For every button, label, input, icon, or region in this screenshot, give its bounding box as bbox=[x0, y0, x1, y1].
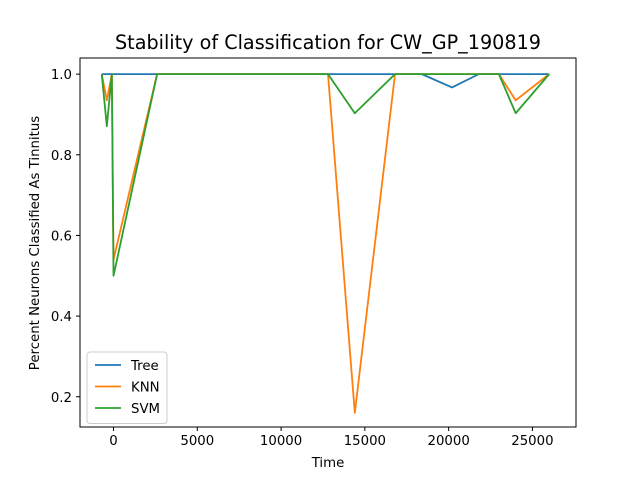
y-tick-label: 1.0 bbox=[51, 68, 72, 83]
x-tick-label: 25000 bbox=[511, 434, 553, 449]
x-tick-label: 20000 bbox=[427, 434, 469, 449]
y-axis-label: Percent Neurons Classified As Tinnitus bbox=[28, 116, 43, 370]
axes-frame bbox=[79, 57, 577, 428]
x-tick-label: 15000 bbox=[344, 434, 386, 449]
x-tick-label: 10000 bbox=[260, 434, 302, 449]
y-tick-label: 0.8 bbox=[51, 149, 72, 164]
legend: Tree KNN SVM bbox=[86, 351, 168, 424]
y-tick-label: 0.2 bbox=[51, 391, 72, 406]
y-tick-label: 0.4 bbox=[51, 310, 72, 325]
x-tick-label: 5000 bbox=[180, 434, 214, 449]
x-axis-label: Time bbox=[311, 456, 345, 471]
legend-box bbox=[86, 351, 168, 424]
plot-area bbox=[100, 73, 550, 414]
legend-label-knn: KNN bbox=[131, 381, 160, 396]
legend-label-svm: SVM bbox=[131, 402, 160, 417]
x-tick-label: 0 bbox=[109, 434, 117, 449]
legend-label-tree: Tree bbox=[130, 359, 159, 374]
chart-title: Stability of Classification for CW_GP_19… bbox=[115, 31, 541, 54]
series-line-svm bbox=[100, 73, 550, 277]
y-tick-label: 0.6 bbox=[51, 229, 72, 244]
